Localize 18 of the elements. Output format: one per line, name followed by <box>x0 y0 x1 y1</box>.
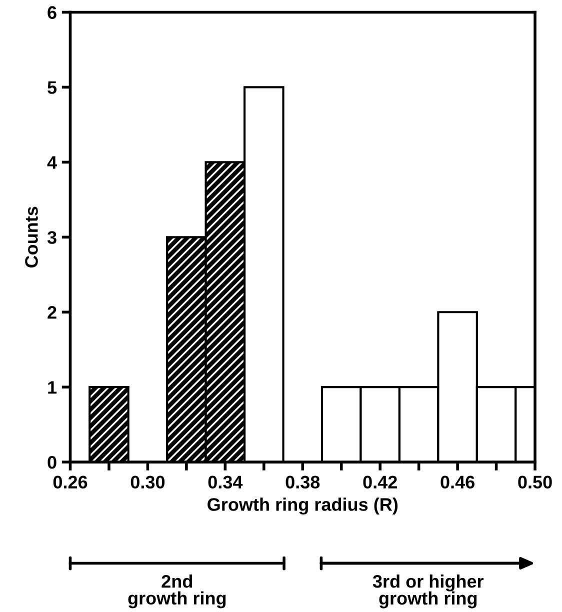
y-axis-title: Counts <box>25 206 38 268</box>
x-tick-label: 0.46 <box>440 476 474 489</box>
x-tick-label: 0.34 <box>208 476 243 489</box>
y-tick-label: 2 <box>48 306 56 319</box>
y-tick-label: 3 <box>47 231 56 244</box>
x-axis-title: Growth ring radius (R) <box>208 498 398 515</box>
x-tick-label: 0.50 <box>518 476 552 489</box>
x-tick-label: 0.30 <box>130 476 165 489</box>
y-tick-label: 0 <box>48 456 56 469</box>
y-tick-label: 1 <box>48 381 57 394</box>
x-tick-label: 0.38 <box>286 476 320 489</box>
text: 3rd or higher growth ring <box>372 574 484 608</box>
x-tick-label: 0.26 <box>53 476 88 489</box>
y-tick-label: 6 <box>48 6 56 19</box>
text: 2nd growth ring <box>128 574 226 608</box>
y-tick-label: 4 <box>47 156 57 169</box>
x-tick-label: 0.42 <box>363 476 397 489</box>
y-tick-label: 5 <box>48 81 57 94</box>
